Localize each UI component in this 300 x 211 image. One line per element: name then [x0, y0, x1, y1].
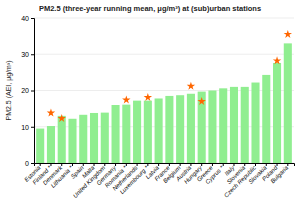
- y-tick-label: 0: [25, 160, 29, 167]
- x-tick-label: Cyprus *: [204, 164, 225, 185]
- y-tick-mark: [31, 54, 34, 55]
- x-tick-mark: [277, 163, 278, 166]
- marker: [47, 109, 55, 117]
- x-tick-mark: [266, 163, 267, 166]
- marker: [284, 30, 292, 38]
- x-tick-mark: [255, 163, 256, 166]
- bar: [273, 63, 281, 163]
- x-tick-mark: [190, 163, 191, 166]
- x-tick-mark: [147, 163, 148, 166]
- bar: [230, 87, 238, 163]
- bar: [176, 95, 184, 163]
- bar: [133, 101, 141, 163]
- bar: [284, 43, 292, 163]
- bar: [198, 92, 206, 163]
- bar: [122, 105, 130, 163]
- x-tick-mark: [83, 163, 84, 166]
- grid: [34, 18, 294, 163]
- y-axis: 0 10 20 30 40: [21, 15, 34, 167]
- x-tick-mark: [233, 163, 234, 166]
- bar: [165, 96, 173, 163]
- bar: [47, 126, 55, 163]
- bar: [79, 115, 87, 163]
- x-tick-mark: [201, 163, 202, 166]
- bar: [219, 88, 227, 163]
- x-tick-mark: [223, 163, 224, 166]
- bar: [251, 83, 259, 163]
- y-tick-label: 40: [21, 15, 29, 22]
- x-tick-mark: [169, 163, 170, 166]
- x-tick-mark: [244, 163, 245, 166]
- bars: [36, 43, 292, 163]
- x-tick-mark: [115, 163, 116, 166]
- y-tick-label: 10: [21, 123, 29, 130]
- y-tick-label: 30: [21, 51, 29, 58]
- bar: [90, 113, 98, 163]
- bar: [58, 116, 66, 163]
- marker: [187, 82, 195, 90]
- bar: [36, 129, 44, 163]
- x-axis: EstoniaFinland *DenmarkLithuania *SpainM…: [23, 163, 294, 199]
- marker: [273, 56, 281, 64]
- x-tick-mark: [104, 163, 105, 166]
- x-tick: Cyprus *: [204, 163, 225, 185]
- bar: [144, 101, 152, 163]
- title: PM2.5 (three-year running mean, μg/m³) a…: [39, 4, 261, 13]
- y-tick-mark: [31, 127, 34, 128]
- y-tick-mark: [31, 18, 34, 19]
- y-tick-mark: [31, 91, 34, 92]
- grid-line: [34, 18, 294, 19]
- grid-line: [34, 54, 294, 55]
- marker: [144, 93, 152, 101]
- y-axis-line: [31, 19, 35, 164]
- markers: [47, 30, 292, 122]
- x-tick-mark: [137, 163, 138, 166]
- bar: [112, 105, 120, 163]
- bar: [101, 113, 109, 163]
- x-tick-mark: [287, 163, 288, 166]
- bar: [241, 87, 249, 163]
- x-tick-mark: [61, 163, 62, 166]
- bar: [68, 119, 76, 163]
- y-tick-mark: [31, 163, 34, 164]
- y-tick: 20: [21, 87, 34, 94]
- y-axis-title: PM2.5 (AEI, μg/m³): [5, 60, 13, 120]
- x-tick-mark: [180, 163, 181, 166]
- plot: 0 10 20 30 40 EstoniaFinland *DenmarkLithuani…: [21, 15, 294, 199]
- bar: [208, 91, 216, 164]
- marks: [36, 30, 292, 163]
- bar: [262, 75, 270, 163]
- x-tick-mark: [212, 163, 213, 166]
- x-tick-label: Bulgaria: [269, 164, 289, 184]
- x-tick-mark: [50, 163, 51, 166]
- marker: [58, 114, 66, 122]
- x-tick-mark: [126, 163, 127, 166]
- marker: [122, 95, 130, 103]
- x-tick-mark: [158, 163, 159, 166]
- y-tick: 30: [21, 51, 34, 58]
- y-tick: 40: [21, 15, 34, 22]
- x-tick-mark: [40, 163, 41, 166]
- x-tick: Luxembourg *: [119, 163, 150, 195]
- x-tick-mark: [94, 163, 95, 166]
- x-tick: Bulgaria: [269, 163, 289, 184]
- bar: [155, 98, 163, 163]
- x-tick-mark: [72, 163, 73, 166]
- marker: [197, 97, 205, 105]
- y-tick-label: 20: [21, 87, 29, 94]
- x-tick-label: Luxembourg *: [119, 164, 150, 195]
- y-tick: 10: [21, 123, 34, 130]
- bar: [187, 94, 195, 163]
- y-tick: 0: [25, 160, 34, 167]
- chart: 0 10 20 30 40 EstoniaFinland *DenmarkLithuani…: [0, 0, 300, 211]
